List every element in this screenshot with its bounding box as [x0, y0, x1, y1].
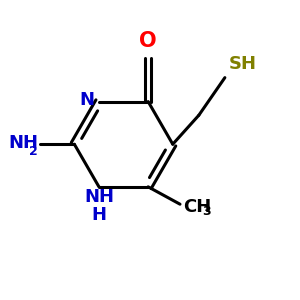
Text: CH: CH	[183, 198, 211, 216]
Text: NH: NH	[84, 188, 114, 206]
Text: SH: SH	[229, 55, 257, 73]
Text: H: H	[92, 206, 106, 224]
Text: NH: NH	[8, 134, 38, 152]
Text: 3: 3	[202, 205, 211, 218]
Text: 2: 2	[29, 145, 38, 158]
Text: N: N	[80, 91, 94, 109]
Text: O: O	[139, 31, 157, 51]
